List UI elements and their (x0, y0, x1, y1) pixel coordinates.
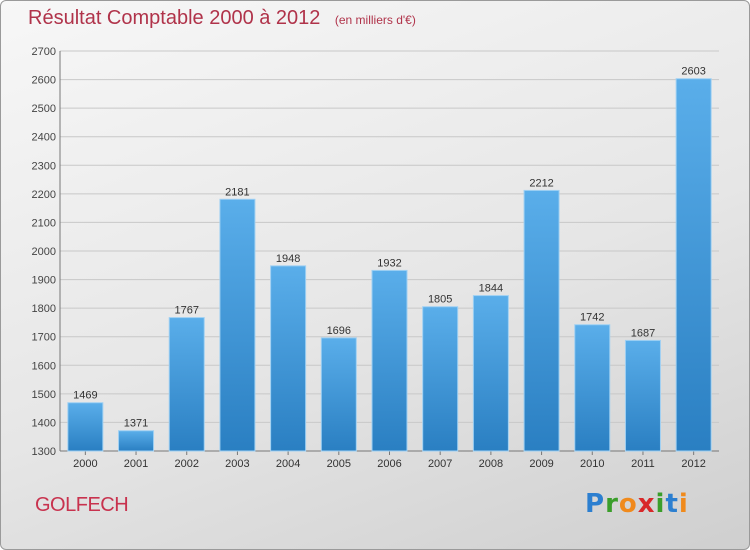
value-label: 1948 (276, 253, 300, 265)
value-label: 1371 (124, 418, 148, 430)
value-label: 2603 (681, 66, 705, 78)
bar (624, 339, 661, 452)
bar (320, 337, 357, 452)
value-label: 1742 (580, 312, 604, 324)
bar (574, 324, 611, 452)
x-tick-label: 2012 (681, 458, 705, 470)
x-tick-label: 2003 (225, 458, 249, 470)
x-tick-label: 2002 (174, 458, 198, 470)
value-label: 2212 (529, 177, 553, 189)
chart-subtitle: (en milliers d'€) (334, 13, 416, 27)
y-tick-label: 1700 (32, 332, 56, 344)
value-label: 1767 (174, 305, 198, 317)
y-tick-label: 1900 (32, 275, 56, 287)
value-label: 1696 (327, 325, 351, 337)
title-row: Résultat Comptable 2000 à 2012 (en milli… (28, 7, 416, 30)
y-tick-label: 2600 (32, 75, 56, 87)
brand-logo: Proxiti (585, 489, 689, 519)
x-tick-labels: 2000 2001 2002 2003 2004 2005 2006 2007 2008 2009… (73, 458, 706, 470)
brand-logo-letter: o (618, 489, 638, 519)
bar (270, 265, 307, 452)
brand-logo-letter: t (665, 489, 679, 519)
bar (422, 306, 459, 452)
x-tick-label: 2008 (479, 458, 503, 470)
x-tick-label: 2006 (377, 458, 401, 470)
value-labels: 1469 1371 1767 2181 1948 1696 1932 1805 1844 2212… (73, 66, 706, 430)
y-tick-label: 1300 (32, 446, 56, 458)
bar (675, 78, 712, 452)
x-tick-label: 2009 (529, 458, 553, 470)
value-label: 1469 (73, 390, 97, 402)
brand-logo-letter: i (655, 489, 666, 519)
brand-logo-letter: i (678, 489, 689, 519)
commune-name: GOLFECH (35, 494, 129, 516)
brand-logo-letter: P (585, 489, 606, 519)
y-tick-label: 1400 (32, 417, 56, 429)
value-label: 1687 (631, 327, 655, 339)
y-tick-label: 1800 (32, 303, 56, 315)
bar (371, 269, 408, 452)
y-tick-label: 1500 (32, 389, 56, 401)
x-tick-label: 2005 (327, 458, 351, 470)
value-label: 2181 (225, 186, 249, 198)
x-tick-label: 2007 (428, 458, 452, 470)
value-label: 1805 (428, 294, 452, 306)
x-tick-label: 2001 (124, 458, 148, 470)
value-label: 1932 (377, 257, 401, 269)
brand-logo-letter: r (605, 489, 619, 519)
value-label: 1844 (479, 283, 503, 295)
bar (168, 317, 205, 452)
y-tick-label: 2700 (32, 46, 56, 58)
y-tick-labels: 1300 1400 1500 1600 1700 1800 1900 2000 2100 2200… (32, 46, 56, 458)
x-tick-label: 2000 (73, 458, 97, 470)
brand-logo-letter: x (637, 489, 656, 519)
x-tick-label: 2011 (631, 458, 655, 470)
y-tick-label: 2400 (32, 132, 56, 144)
x-tick-label: 2004 (276, 458, 300, 470)
bar (472, 295, 509, 452)
bars (67, 78, 712, 452)
y-tick-label: 2000 (32, 246, 56, 258)
y-tick-label: 2300 (32, 160, 56, 172)
bar (67, 402, 104, 452)
x-tick-label: 2010 (580, 458, 604, 470)
bar (219, 198, 256, 452)
y-tick-label: 2500 (32, 103, 56, 115)
y-tick-label: 1600 (32, 360, 56, 372)
bar (118, 430, 155, 452)
y-tick-label: 2200 (32, 189, 56, 201)
chart-title: Résultat Comptable 2000 à 2012 (28, 7, 321, 29)
bar (523, 189, 560, 452)
y-tick-label: 2100 (32, 217, 56, 229)
